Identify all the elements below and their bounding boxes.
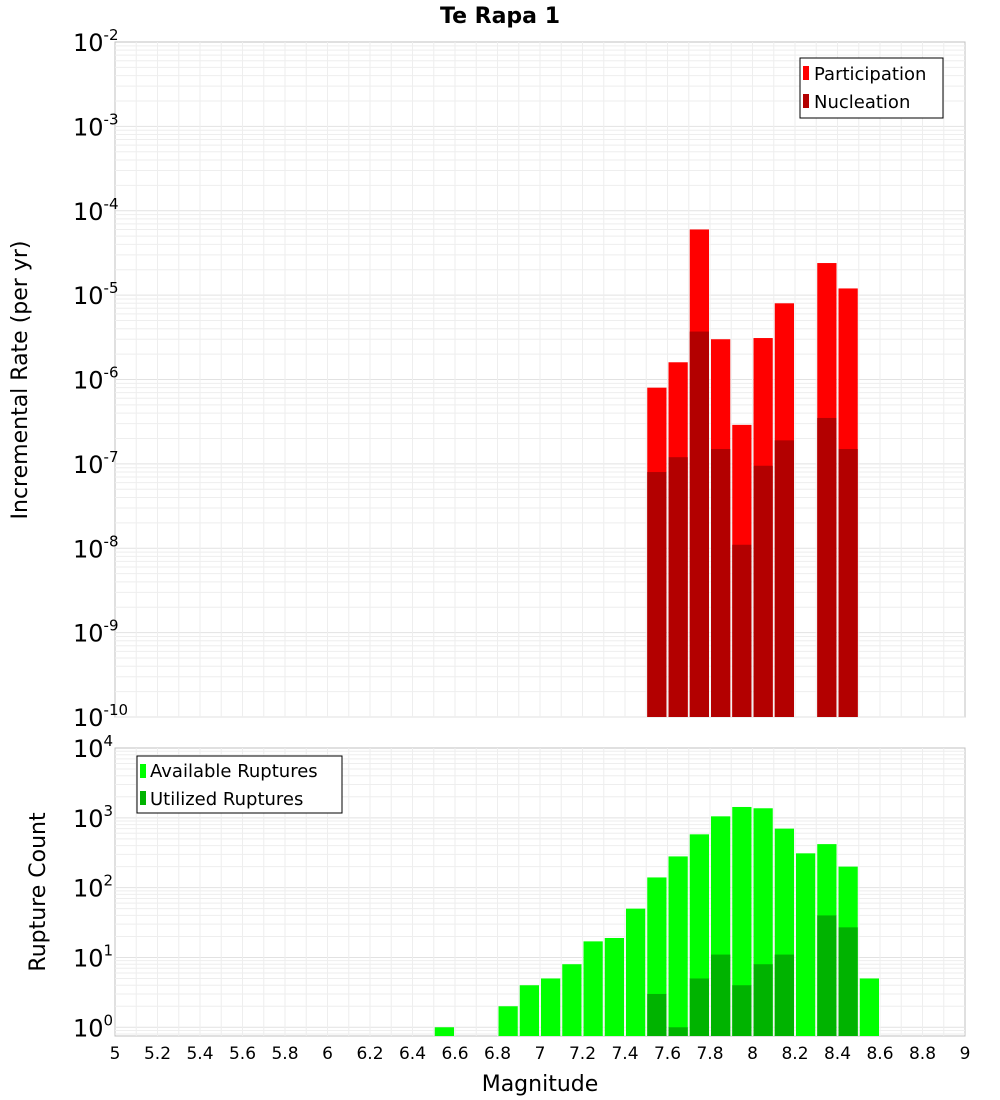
x-tick-label: 6 bbox=[322, 1044, 333, 1064]
rupture-y-ticks: 104 103 102 101 100 bbox=[73, 732, 113, 1042]
y-tick-label: 10-10 bbox=[73, 701, 128, 732]
x-tick-label: 7.2 bbox=[569, 1044, 596, 1064]
chart-title: Te Rapa 1 bbox=[440, 4, 560, 29]
available-ruptures-bar bbox=[604, 937, 624, 1036]
utilized-ruptures-bar bbox=[668, 1027, 688, 1036]
available-ruptures-bar bbox=[519, 985, 539, 1036]
rupture-bars bbox=[434, 806, 879, 1036]
x-tick-label: 6.4 bbox=[399, 1044, 426, 1064]
x-tick-label: 5.4 bbox=[186, 1044, 213, 1064]
rupture-y-axis-label: Rupture Count bbox=[26, 812, 51, 972]
x-tick-label: 5 bbox=[110, 1044, 121, 1064]
utilized-legend-swatch bbox=[140, 791, 146, 805]
available-ruptures-bar bbox=[668, 856, 688, 1036]
rate-y-ticks: 10-2 10-3 10-4 10-5 10-6 10-7 10-8 10-9 10-10 bbox=[73, 26, 128, 732]
y-tick-label: 10-2 bbox=[73, 26, 119, 57]
available-ruptures-bar bbox=[583, 941, 603, 1036]
participation-legend-label: Participation bbox=[814, 64, 926, 85]
x-tick-label: 6.6 bbox=[441, 1044, 468, 1064]
utilized-ruptures-bar bbox=[711, 954, 731, 1036]
y-tick-label: 10-8 bbox=[73, 532, 119, 563]
rate-legend-box bbox=[799, 57, 944, 119]
x-tick-label: 9 bbox=[960, 1044, 971, 1064]
utilized-ruptures-bar bbox=[689, 978, 709, 1036]
available-legend-swatch bbox=[140, 764, 146, 778]
x-tick-label: 7 bbox=[535, 1044, 546, 1064]
rate-y-axis-label: Incremental Rate (per yr) bbox=[8, 241, 33, 520]
y-tick-label: 10-6 bbox=[73, 364, 119, 395]
nucleation-bar bbox=[838, 449, 858, 717]
y-tick-label: 10-3 bbox=[73, 110, 119, 141]
available-ruptures-bar bbox=[498, 1006, 518, 1036]
x-tick-label: 5.2 bbox=[144, 1044, 171, 1064]
nucleation-bar bbox=[774, 440, 794, 717]
nucleation-bar bbox=[668, 457, 688, 717]
rate-bars bbox=[647, 229, 858, 717]
x-axis-label: Magnitude bbox=[482, 1072, 599, 1097]
participation-legend-swatch bbox=[803, 66, 809, 80]
rupture-panel: 104 103 102 101 100 5 5.2 5.4 5.6 5.8 6 6.2 6.4 6.6 6… bbox=[26, 732, 970, 1097]
nucleation-bar bbox=[732, 544, 752, 717]
available-ruptures-bar bbox=[796, 853, 816, 1036]
rupture-legend-box bbox=[136, 755, 343, 814]
y-tick-label: 10-7 bbox=[73, 448, 119, 479]
y-tick-label: 104 bbox=[73, 732, 113, 763]
x-tick-label: 5.8 bbox=[271, 1044, 298, 1064]
y-tick-label: 103 bbox=[73, 802, 113, 833]
utilized-ruptures-bar bbox=[647, 993, 667, 1036]
x-tick-label: 8.8 bbox=[909, 1044, 936, 1064]
nucleation-bar bbox=[689, 331, 709, 717]
x-tick-label: 8.6 bbox=[866, 1044, 893, 1064]
x-tick-label: 7.4 bbox=[611, 1044, 638, 1064]
y-tick-label: 10-4 bbox=[73, 195, 119, 226]
y-tick-label: 10-5 bbox=[73, 279, 119, 310]
x-tick-label: 5.6 bbox=[229, 1044, 256, 1064]
nucleation-legend-label: Nucleation bbox=[814, 92, 910, 113]
x-tick-label: 6.8 bbox=[484, 1044, 511, 1064]
available-ruptures-bar bbox=[541, 978, 561, 1036]
rate-legend: Participation Nucleation bbox=[799, 57, 944, 119]
x-tick-label: 7.6 bbox=[654, 1044, 681, 1064]
utilized-ruptures-bar bbox=[774, 954, 794, 1036]
rupture-legend: Available Ruptures Utilized Ruptures bbox=[136, 755, 343, 814]
x-tick-label: 8.4 bbox=[824, 1044, 851, 1064]
x-tick-label: 8 bbox=[747, 1044, 758, 1064]
utilized-ruptures-bar bbox=[838, 927, 858, 1036]
utilized-ruptures-bar bbox=[732, 985, 752, 1036]
nucleation-bar bbox=[711, 449, 731, 717]
nucleation-bar bbox=[753, 465, 773, 717]
available-ruptures-bar bbox=[732, 806, 752, 1036]
x-tick-label: 7.8 bbox=[696, 1044, 723, 1064]
available-ruptures-bar bbox=[562, 964, 582, 1036]
magnitude-x-ticks: 5 5.2 5.4 5.6 5.8 6 6.2 6.4 6.6 6.8 7 7.2 7.4 7.6 7.8 8… bbox=[110, 1044, 971, 1064]
y-tick-label: 10-9 bbox=[73, 617, 119, 648]
utilized-legend-label: Utilized Ruptures bbox=[150, 789, 303, 810]
nucleation-bar bbox=[817, 417, 837, 717]
y-tick-label: 100 bbox=[73, 1011, 113, 1042]
available-ruptures-bar bbox=[626, 908, 646, 1036]
rate-grid bbox=[115, 42, 965, 718]
available-legend-label: Available Ruptures bbox=[150, 761, 318, 782]
nucleation-bar bbox=[647, 472, 667, 717]
utilized-ruptures-bar bbox=[753, 964, 773, 1036]
y-tick-label: 101 bbox=[73, 941, 113, 972]
utilized-ruptures-bar bbox=[817, 915, 837, 1036]
available-ruptures-bar bbox=[434, 1027, 454, 1036]
available-ruptures-bar bbox=[859, 978, 879, 1036]
x-tick-label: 8.2 bbox=[781, 1044, 808, 1064]
x-tick-label: 6.2 bbox=[356, 1044, 383, 1064]
y-tick-label: 102 bbox=[73, 872, 113, 903]
nucleation-legend-swatch bbox=[803, 94, 809, 108]
rate-panel: 10-2 10-3 10-4 10-5 10-6 10-7 10-8 10-9 10-10 In… bbox=[8, 26, 966, 732]
